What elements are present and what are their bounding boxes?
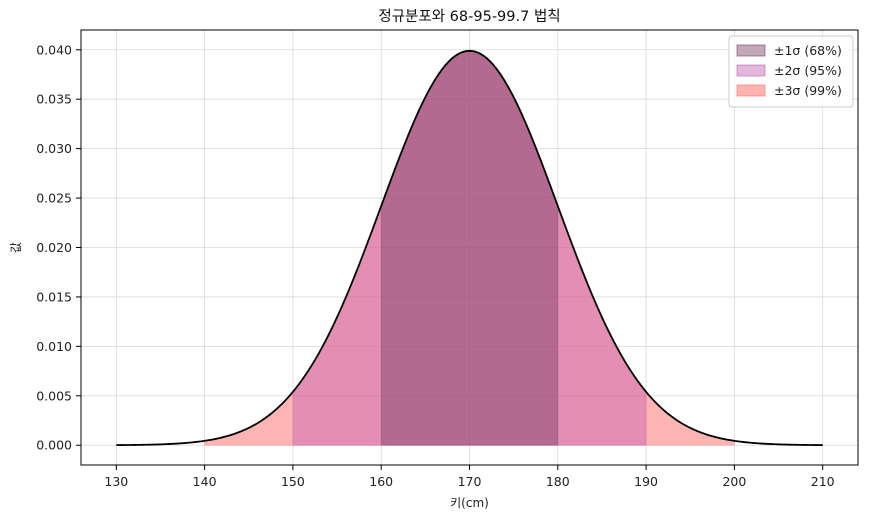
x-axis-label: 키(cm) [450,496,489,510]
legend-swatch [736,44,766,57]
legend-swatch [736,64,766,77]
normal-curve [116,49,823,446]
x-tick-label: 200 [722,474,746,489]
x-tick-label: 140 [193,474,217,489]
y-axis-label: 값 [9,242,23,253]
y-axis-ticks: 0.000 0.005 0.010 0.015 0.020 0.025 0.030 0.035… [36,42,81,453]
y-tick-label: 0.030 [36,141,72,156]
x-tick-label: 190 [634,474,658,489]
x-tick-label: 210 [811,474,835,489]
legend-swatch [736,84,766,97]
y-tick-label: 0.005 [36,388,72,403]
y-tick-label: 0.040 [36,42,72,57]
x-tick-label: 150 [281,474,305,489]
legend: ±1σ (68%) ±2σ (95%) ±3σ (99%) [728,35,854,108]
y-tick-label: 0.000 [36,438,72,453]
legend-label: ±2σ (95%) [774,63,842,78]
x-tick-label: 130 [104,474,128,489]
legend-label: ±1σ (68%) [774,43,842,58]
y-tick-label: 0.035 [36,92,72,107]
y-tick-label: 0.020 [36,240,72,255]
legend-label: ±3σ (99%) [774,83,842,98]
chart-title: 정규분포와 68-95-99.7 법칙 [378,8,560,25]
y-tick-label: 0.010 [36,339,72,354]
y-tick-label: 0.025 [36,191,72,206]
x-axis-ticks: 130 140 150 160 170 180 190 200 210 [104,465,835,489]
curve-layer [116,49,823,446]
x-tick-label: 170 [458,474,482,489]
x-tick-label: 180 [546,474,570,489]
x-tick-label: 160 [369,474,393,489]
y-tick-label: 0.015 [36,289,72,304]
